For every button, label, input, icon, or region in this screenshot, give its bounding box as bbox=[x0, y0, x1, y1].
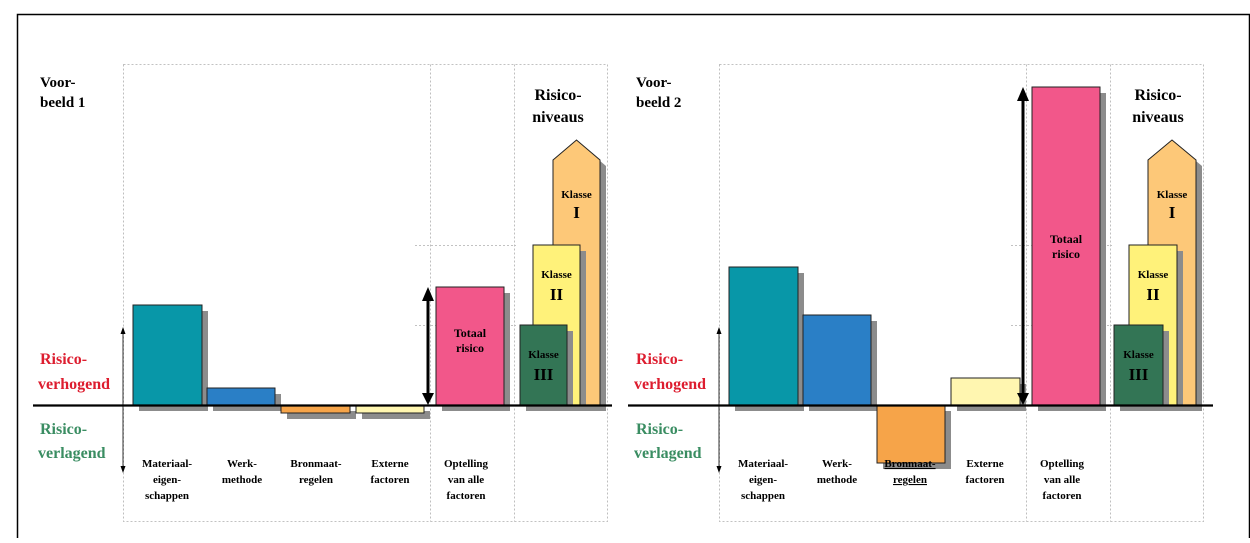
category-label: Materiaal- bbox=[142, 458, 192, 470]
risk-increasing-label: Risico- bbox=[636, 351, 683, 368]
category-label: Bronmaat- bbox=[290, 458, 341, 470]
category-label: Bronmaat- bbox=[884, 458, 935, 470]
risk-increasing-label: Risico- bbox=[40, 351, 87, 368]
category-label: factoren bbox=[447, 490, 486, 502]
dashed-zone-box bbox=[123, 64, 608, 522]
category-label: van alle bbox=[448, 474, 484, 486]
risk-decreasing-label: Risico- bbox=[636, 421, 683, 438]
bar-werkmethode bbox=[802, 314, 872, 406]
bar-bronmaatregelen bbox=[876, 404, 946, 464]
category-label: regelen bbox=[299, 474, 333, 486]
class-word-label: Klasse bbox=[1157, 189, 1188, 201]
risk-increasing-label: verhogend bbox=[634, 376, 706, 393]
arrow-head-up bbox=[120, 327, 126, 334]
category-label: Externe bbox=[371, 458, 408, 470]
example-title: Voor- bbox=[40, 75, 76, 91]
class-word-label: Klasse bbox=[1138, 269, 1169, 281]
class-numeral-i: I bbox=[573, 203, 580, 222]
total-risk-label: Totaal bbox=[454, 326, 487, 340]
total-risk-label: risico bbox=[1052, 247, 1080, 261]
class-numeral-i: I bbox=[1169, 203, 1176, 222]
risk-level-class-iii bbox=[519, 324, 568, 406]
example-title: Voor- bbox=[636, 75, 672, 91]
total-risk-label: risico bbox=[456, 341, 484, 355]
category-label: methode bbox=[817, 474, 857, 486]
risk-increasing-label: verhogend bbox=[38, 376, 110, 393]
risk-levels-heading: niveaus bbox=[532, 109, 584, 126]
category-label: schappen bbox=[145, 490, 189, 502]
risk-levels-heading: Risico- bbox=[1134, 87, 1181, 104]
bar-optelling-van-alle-factoren bbox=[435, 286, 505, 406]
class-numeral-ii: II bbox=[550, 285, 564, 304]
bar-materiaaleigenschappen bbox=[728, 266, 799, 406]
total-risk-label: Totaal bbox=[1050, 232, 1083, 246]
bar-shadow bbox=[362, 411, 430, 419]
category-label: Materiaal- bbox=[738, 458, 788, 470]
bar-werkmethode bbox=[206, 387, 276, 406]
category-label: Werk- bbox=[822, 458, 852, 470]
risk-levels-heading: niveaus bbox=[1132, 109, 1184, 126]
category-label: Optelling bbox=[1040, 458, 1085, 470]
dashed-zone-box bbox=[719, 64, 1204, 522]
category-label: eigen- bbox=[153, 474, 181, 486]
category-label: factoren bbox=[1043, 490, 1082, 502]
risk-decreasing-label: Risico- bbox=[40, 421, 87, 438]
risk-levels-heading: Risico- bbox=[534, 87, 581, 104]
risk-decreasing-label: verlagend bbox=[38, 445, 106, 462]
arrow-head-up bbox=[1017, 87, 1029, 101]
bar-shadow bbox=[287, 411, 356, 419]
category-label: Werk- bbox=[227, 458, 257, 470]
category-label: Externe bbox=[966, 458, 1003, 470]
arrow-head-up bbox=[422, 287, 434, 301]
risk-decreasing-label: verlagend bbox=[634, 445, 702, 462]
category-label: van alle bbox=[1044, 474, 1080, 486]
class-word-label: Klasse bbox=[1123, 349, 1154, 361]
class-numeral-iii: III bbox=[534, 365, 554, 384]
class-numeral-iii: III bbox=[1129, 365, 1149, 384]
class-word-label: Klasse bbox=[541, 269, 572, 281]
category-label: factoren bbox=[966, 474, 1005, 486]
bar-optelling-van-alle-factoren bbox=[1031, 86, 1101, 406]
risk-level-class-iii bbox=[1113, 324, 1164, 406]
category-label: factoren bbox=[371, 474, 410, 486]
category-label: schappen bbox=[741, 490, 785, 502]
bar-materiaaleigenschappen bbox=[132, 304, 203, 406]
arrow-head-up bbox=[716, 327, 722, 334]
category-label: eigen- bbox=[749, 474, 777, 486]
example-title: beeld 2 bbox=[636, 95, 681, 111]
arrow-head-down bbox=[1017, 393, 1029, 405]
arrow-head-down bbox=[422, 393, 434, 405]
arrow-head-down bbox=[120, 466, 126, 473]
bar-externe-factoren bbox=[950, 377, 1021, 406]
category-label: regelen bbox=[893, 474, 927, 486]
arrow-head-down bbox=[716, 466, 722, 473]
class-numeral-ii: II bbox=[1146, 285, 1160, 304]
class-word-label: Klasse bbox=[561, 189, 592, 201]
category-label: Optelling bbox=[444, 458, 489, 470]
category-label: methode bbox=[222, 474, 262, 486]
example-title: beeld 1 bbox=[40, 95, 85, 111]
class-word-label: Klasse bbox=[528, 349, 559, 361]
